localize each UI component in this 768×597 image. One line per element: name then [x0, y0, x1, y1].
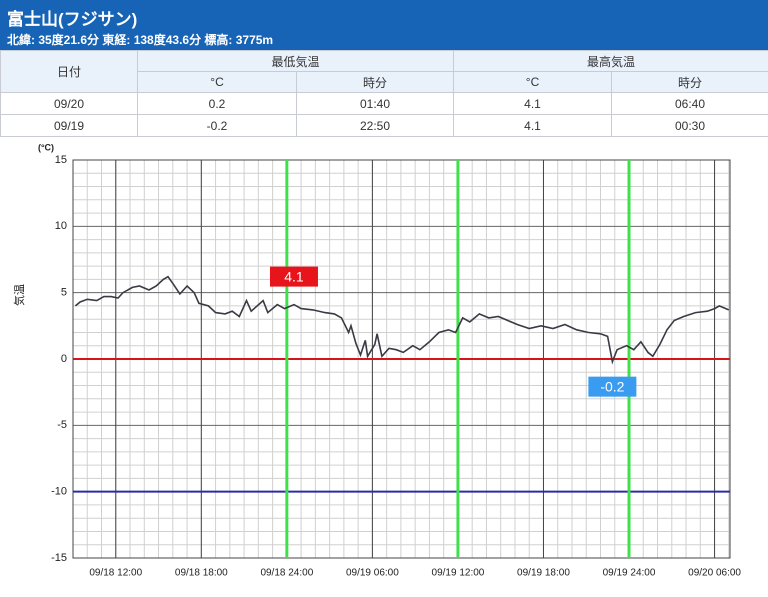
x-tick-label: 09/19 18:00 — [517, 568, 570, 579]
summary-table: 日付 最低気温 最高気温 °C 時分 °C 時分 09/20 0.2 01:40 4.… — [0, 50, 768, 137]
header-cell: 時分 — [295, 71, 455, 93]
x-tick-label: 09/20 06:00 — [688, 568, 741, 579]
header-cell: °C — [453, 71, 613, 93]
x-tick-label: 09/18 18:00 — [175, 568, 228, 579]
header: 富士山(フジサン) 北緯: 35度21.6分 東経: 138度43.6分 標高:… — [0, 0, 768, 50]
y-tick-label: -15 — [51, 552, 67, 564]
title: 富士山(フジサン) — [7, 10, 138, 29]
y-tick-label: 15 — [55, 154, 67, 166]
x-tick-label: 09/18 12:00 — [89, 568, 142, 579]
cell: 00:30 — [611, 114, 768, 137]
x-tick-label: 09/18 24:00 — [260, 568, 313, 579]
subtitle: 北緯: 35度21.6分 東経: 138度43.6分 標高: 3775m — [7, 33, 274, 47]
y-unit: (°C) — [38, 142, 54, 152]
header-cell: 時分 — [611, 71, 768, 93]
cell: -0.2 — [137, 114, 297, 137]
annotation-label: -0.2 — [600, 378, 624, 394]
x-tick-label: 09/19 12:00 — [432, 568, 485, 579]
temperature-line — [74, 275, 730, 365]
cell: 09/20 — [0, 92, 138, 115]
cell: 09/19 — [0, 114, 138, 137]
cell: 4.1 — [453, 114, 613, 137]
header-cell: 日付 — [0, 50, 138, 93]
annotation-box — [269, 266, 318, 287]
cell: 06:40 — [611, 92, 768, 115]
y-tick-label: 5 — [61, 287, 67, 299]
group-header: 最高気温 — [453, 50, 768, 72]
annotation-label: 4.1 — [284, 268, 304, 284]
cell: 22:50 — [295, 114, 455, 137]
y-tick-label: -5 — [57, 419, 67, 431]
chart: (°C) 気温 -15 -10 -5 0 5 10 15 09/18 12:00 09/18 1… — [12, 142, 742, 579]
y-tick-label: -10 — [51, 486, 67, 498]
cell: 01:40 — [295, 92, 455, 115]
annotation-box — [588, 376, 637, 397]
header-cell: °C — [137, 71, 297, 93]
x-tick-label: 09/19 24:00 — [603, 568, 656, 579]
group-header: 最低気温 — [136, 50, 455, 72]
y-axis-label: 気温 — [12, 284, 26, 306]
y-tick-label: 0 — [61, 353, 67, 365]
cell: 0.2 — [137, 92, 297, 115]
y-tick-label: 10 — [55, 220, 67, 232]
x-tick-label: 09/19 06:00 — [346, 568, 399, 579]
cell: 4.1 — [453, 92, 613, 115]
